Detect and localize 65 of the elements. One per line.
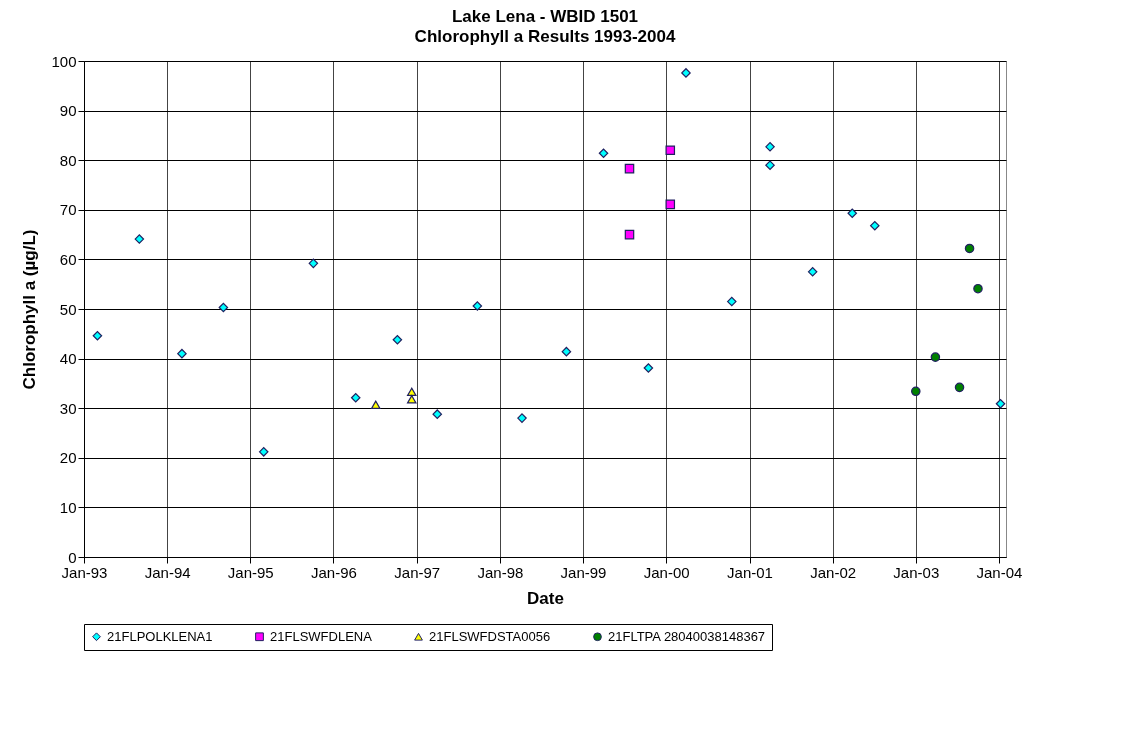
y-axis-title: Chlorophyll a (µg/L)	[20, 229, 40, 390]
legend-label: 21FLSWFDLENA	[270, 628, 373, 644]
point	[807, 267, 818, 277]
point	[964, 243, 975, 254]
point	[954, 382, 965, 393]
point	[177, 348, 187, 359]
point	[665, 199, 676, 210]
point	[665, 145, 676, 156]
point	[92, 331, 103, 341]
y-tick-label: 100	[51, 52, 77, 70]
point	[392, 334, 403, 345]
point	[973, 283, 983, 294]
x-tick-label: Jan-00	[643, 563, 690, 581]
point	[930, 352, 941, 362]
point	[134, 234, 145, 244]
point	[847, 208, 858, 219]
point	[870, 220, 880, 231]
point	[643, 363, 654, 373]
y-tick-label: 40	[59, 350, 77, 368]
y-tick-label: 50	[59, 300, 77, 318]
x-tick-label: Jan-01	[727, 563, 773, 581]
point	[406, 395, 417, 404]
point	[765, 160, 775, 170]
x-tick-label: Jan-95	[227, 563, 274, 581]
legend-label: 21FLTPA 28040038148367	[608, 628, 766, 644]
point	[406, 387, 417, 397]
x-tick-label: Jan-04	[976, 563, 1023, 581]
x-tick-label: Jan-94	[144, 563, 191, 581]
point	[517, 413, 527, 423]
point	[681, 68, 691, 78]
point	[911, 386, 921, 397]
point	[472, 301, 483, 311]
x-tick-label: Jan-98	[477, 563, 524, 581]
chart-title: Lake Lena - WBID 1501	[451, 7, 639, 26]
x-tick-label: Jan-96	[310, 563, 357, 581]
point	[432, 409, 443, 419]
y-tick-label: 30	[59, 399, 77, 417]
point	[995, 398, 1006, 409]
y-tick-label: 90	[59, 102, 77, 120]
y-tick-label: 0	[68, 548, 77, 566]
x-tick-label: Jan-97	[394, 563, 441, 581]
chart-subtitle: Chlorophyll a Results 1993-2004	[414, 27, 676, 46]
point	[350, 393, 361, 403]
point	[765, 142, 775, 152]
point	[726, 296, 737, 307]
y-tick-label: 70	[59, 201, 77, 219]
point	[218, 302, 229, 313]
point	[370, 400, 381, 409]
legend-label: 21FLSWFDSTA0056	[429, 628, 551, 644]
y-tick-label: 10	[59, 498, 77, 516]
y-tick-label: 60	[59, 250, 77, 268]
x-tick-label: Jan-99	[560, 563, 607, 581]
legend-label: 21FLPOLKLENA1	[107, 628, 213, 644]
x-tick-label: Jan-02	[810, 563, 857, 581]
point	[624, 229, 635, 240]
x-tick-label: Jan-93	[61, 563, 108, 581]
y-tick-label: 20	[59, 449, 77, 467]
y-tick-label: 80	[59, 151, 77, 169]
x-tick-label: Jan-03	[893, 563, 940, 581]
point	[561, 346, 572, 357]
point	[624, 163, 635, 174]
point	[258, 447, 269, 457]
point	[598, 148, 609, 159]
x-axis-title: Date	[527, 588, 564, 608]
point	[308, 258, 319, 269]
